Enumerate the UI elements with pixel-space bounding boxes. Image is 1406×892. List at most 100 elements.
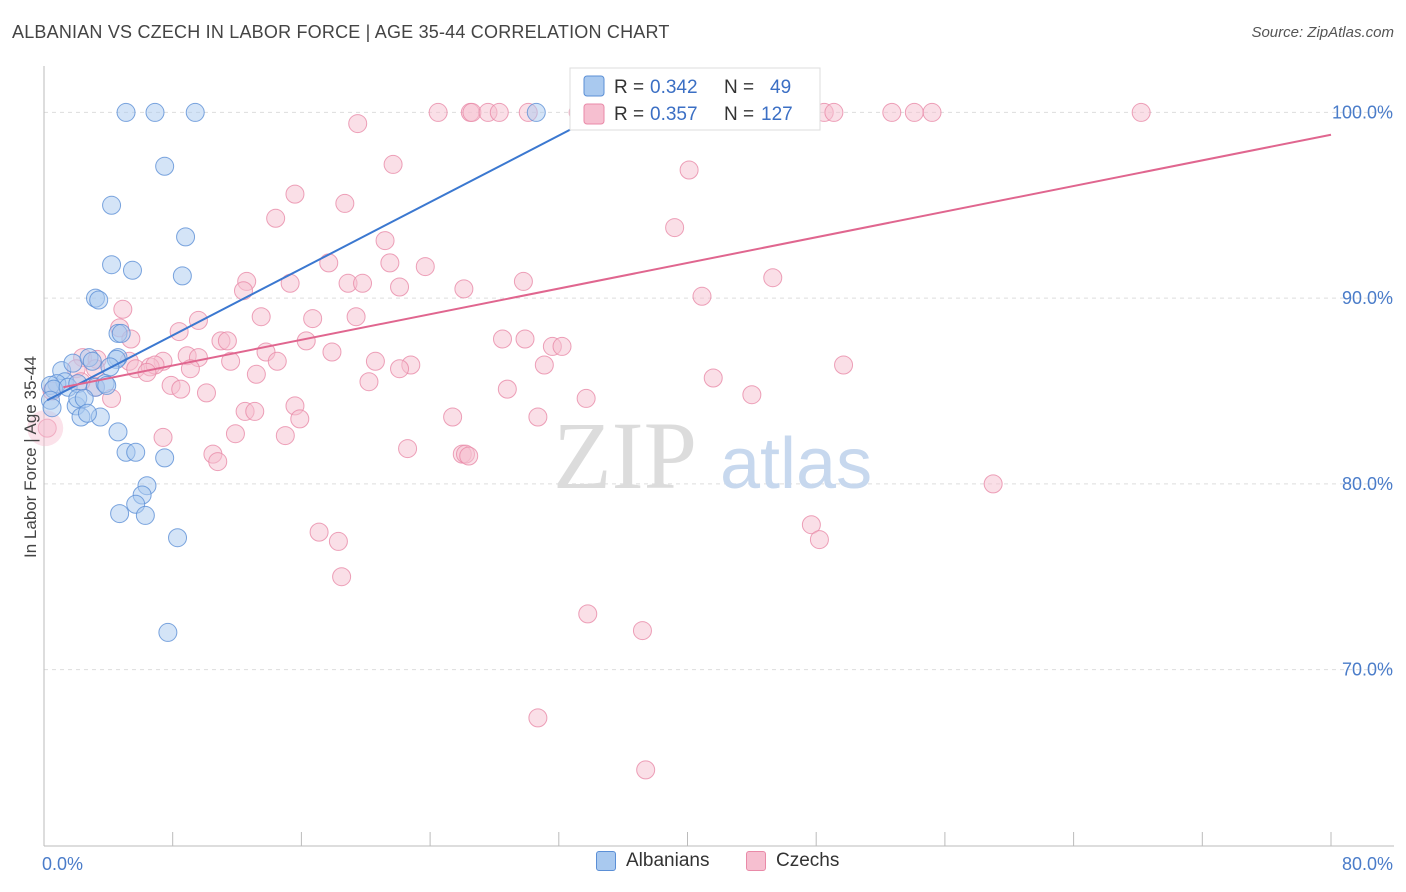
x-tick-label: 0.0%: [42, 854, 83, 874]
czech-point: [497, 379, 517, 399]
czech-point: [528, 407, 548, 427]
czech-legend-swatch: [583, 103, 605, 125]
czech-point: [922, 102, 942, 122]
czech-point: [528, 708, 548, 728]
tick-labels: 70.0% 80.0% 90.0% 100.0% 0.0% 80.0%: [42, 102, 1393, 874]
albanian-point: [89, 290, 109, 310]
albanian-point: [116, 102, 136, 122]
albanian-point: [97, 375, 117, 395]
czech-point: [576, 388, 596, 408]
albanian-point: [172, 266, 192, 286]
czech-point: [365, 351, 385, 371]
czech-point: [383, 154, 403, 174]
chart-title: ALBANIAN VS CZECH IN LABOR FORCE | AGE 3…: [12, 22, 670, 42]
czechs-swatch: [746, 851, 766, 871]
czech-point: [489, 102, 509, 122]
czech-point: [217, 331, 237, 351]
albanian-point: [42, 398, 62, 418]
y-tick-label: 80.0%: [1342, 474, 1393, 494]
czechs-label: Czechs: [776, 850, 840, 871]
czech-point: [319, 253, 339, 273]
albanian-point: [158, 622, 178, 642]
czech-point: [492, 329, 512, 349]
czech-point: [267, 351, 287, 371]
albanian-point: [108, 422, 128, 442]
czech-point: [824, 102, 844, 122]
czech-point: [428, 102, 448, 122]
czech-point: [390, 277, 410, 297]
albanian-point: [102, 255, 122, 275]
y-tick-label: 90.0%: [1342, 288, 1393, 308]
czech-point: [322, 342, 342, 362]
x-tick-label: 80.0%: [1342, 854, 1393, 874]
czech-point: [180, 359, 200, 379]
czech-point: [742, 385, 762, 405]
czech-point: [332, 567, 352, 587]
albanian-n-value: 49: [770, 77, 791, 98]
albanian-point: [110, 504, 130, 524]
albanian-point: [176, 227, 196, 247]
czech-point: [513, 271, 533, 291]
czech-point: [632, 621, 652, 641]
czech-point: [415, 257, 435, 277]
watermark: ZIP atlas: [553, 402, 872, 509]
series-legend: Albanians Czechs: [0, 850, 1406, 880]
czech-point: [225, 424, 245, 444]
czech-n-value: 127: [761, 104, 793, 125]
czech-n-label: N =: [724, 104, 754, 125]
albanian-point: [155, 156, 175, 176]
czech-point: [221, 351, 241, 371]
czech-point: [290, 409, 310, 429]
albanian-point: [77, 403, 97, 423]
czech-point: [375, 231, 395, 251]
czech-points: [27, 102, 1151, 780]
czech-point: [335, 193, 355, 213]
czech-point: [196, 383, 216, 403]
czech-point: [303, 309, 323, 329]
albanian-r-label: R =: [614, 77, 644, 98]
legend-item-albanians[interactable]: Albanians: [596, 850, 709, 872]
czech-point: [188, 310, 208, 330]
albanian-point: [168, 528, 188, 548]
czech-point: [1131, 102, 1151, 122]
czech-point: [679, 160, 699, 180]
albanian-point: [111, 323, 131, 343]
y-axis-label: In Labor Force | Age 35-44: [21, 356, 40, 558]
czech-point: [983, 474, 1003, 494]
czech-point: [309, 522, 329, 542]
y-tick-label: 70.0%: [1342, 660, 1393, 680]
czech-point: [809, 530, 829, 550]
albanian-point: [155, 448, 175, 468]
czech-point: [665, 218, 685, 238]
albanian-point: [145, 102, 165, 122]
czech-point: [251, 307, 271, 327]
stats-legend-box: [569, 67, 821, 131]
czech-point: [285, 184, 305, 204]
czech-point: [578, 604, 598, 624]
czech-point: [328, 531, 348, 551]
czech-point: [454, 279, 474, 299]
watermark-zip: ZIP: [553, 402, 697, 509]
albanian-point: [122, 260, 142, 280]
czech-point: [346, 307, 366, 327]
axes: [43, 66, 1394, 847]
czech-point-large: [27, 410, 64, 447]
czech-r-value: 0.357: [650, 104, 698, 125]
czech-point: [459, 446, 479, 466]
legend-item-czechs[interactable]: Czechs: [746, 850, 839, 872]
czech-point: [233, 281, 253, 301]
czech-point: [443, 407, 463, 427]
albanian-trend-line: [46, 109, 608, 402]
czech-point: [636, 760, 656, 780]
czech-point: [703, 368, 723, 388]
trend-lines: [46, 109, 1332, 402]
watermark-atlas: atlas: [720, 424, 872, 504]
czech-point: [515, 329, 535, 349]
albanian-n-label: N =: [724, 77, 754, 98]
y-tick-label: 100.0%: [1332, 102, 1393, 122]
czech-point: [462, 102, 482, 122]
czech-point: [245, 401, 265, 421]
albanians-swatch: [596, 851, 616, 871]
czech-point: [246, 364, 266, 384]
czech-point: [380, 253, 400, 273]
